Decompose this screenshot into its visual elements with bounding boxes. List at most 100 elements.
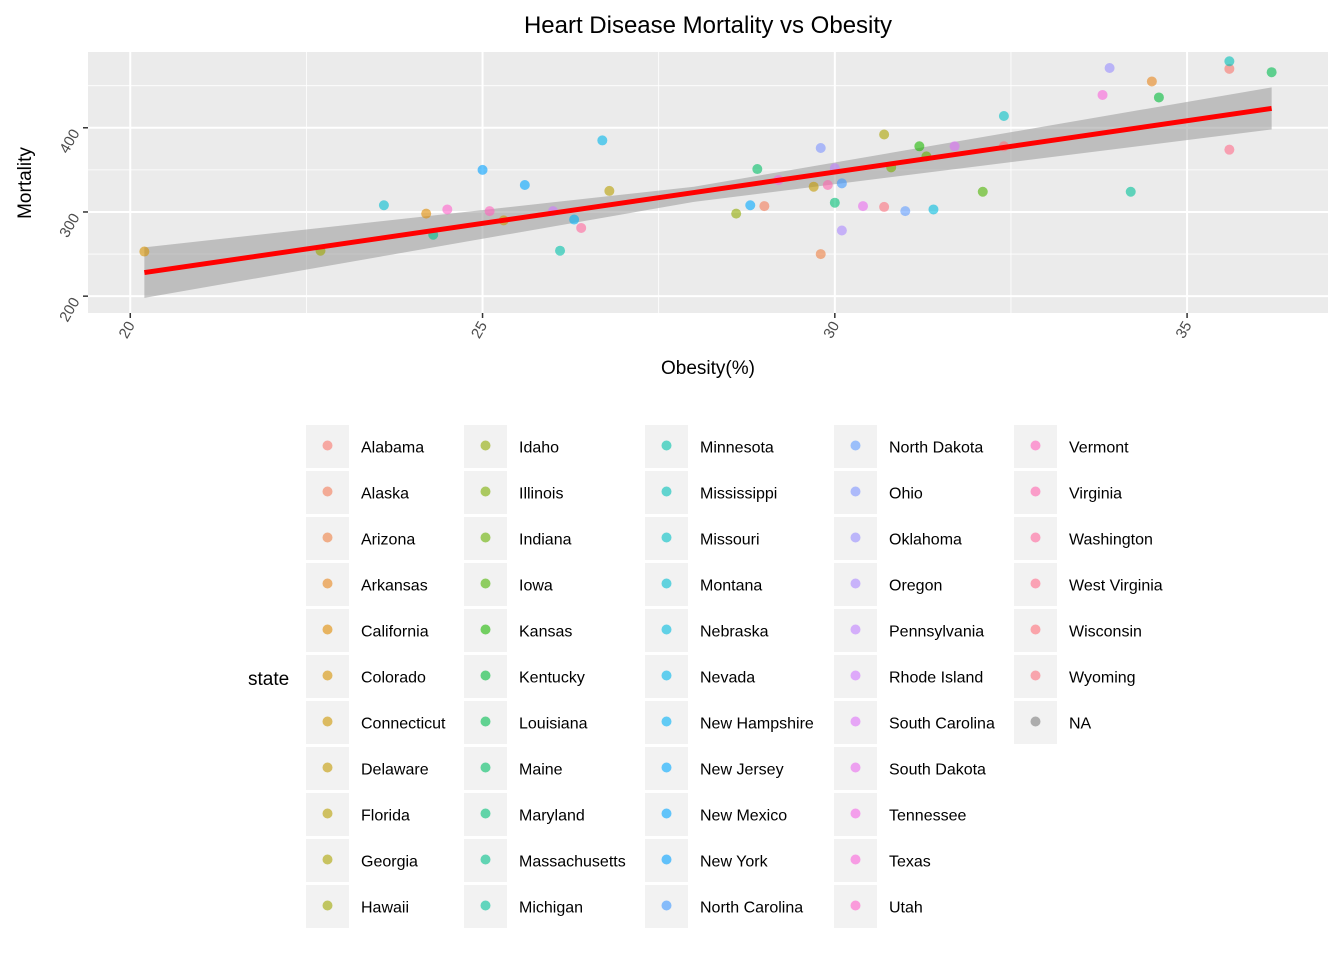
y-tick-label: 400 — [56, 126, 83, 156]
data-point: South Carolina — [950, 141, 960, 151]
legend-marker — [323, 671, 333, 681]
data-point: New Hampshire — [569, 215, 579, 225]
legend-marker — [1031, 671, 1041, 681]
legend-marker — [662, 717, 672, 727]
legend-marker — [481, 901, 491, 911]
data-point: Nebraska — [928, 204, 938, 214]
legend-label: Arizona — [361, 532, 415, 549]
data-point: Georgia — [879, 130, 889, 140]
legend-label: South Dakota — [889, 762, 986, 779]
data-point: Maryland — [830, 198, 840, 208]
legend-label: Michigan — [519, 900, 583, 917]
data-point: West Virginia — [1224, 145, 1234, 155]
legend-marker — [1031, 625, 1041, 635]
legend-label: California — [361, 624, 429, 641]
legend-label: Tennessee — [889, 808, 966, 825]
x-tick-label: 25 — [468, 319, 491, 342]
legend-label: New Mexico — [700, 808, 787, 825]
x-tick-label: 20 — [116, 319, 139, 342]
x-tick-label: 35 — [1172, 319, 1195, 342]
legend-marker — [481, 809, 491, 819]
data-point: Michigan — [1126, 187, 1136, 197]
legend-label: Iowa — [519, 578, 553, 595]
legend-label: New York — [700, 854, 769, 871]
data-point: Ohio — [816, 143, 826, 153]
y-tick-label: 200 — [56, 295, 83, 325]
legend-label: Hawaii — [361, 900, 409, 917]
legend-label: Washington — [1069, 532, 1153, 549]
data-point: Minnesota — [555, 246, 565, 256]
legend-label: Nevada — [700, 670, 755, 687]
data-point: Oklahoma — [1105, 63, 1115, 73]
legend: Alabama Alaska Arizona Arkansas California Co… — [306, 425, 1163, 928]
data-point: Mississippi — [1224, 56, 1234, 66]
legend-marker — [1031, 579, 1041, 589]
legend-marker — [662, 533, 672, 543]
legend-marker — [481, 717, 491, 727]
legend-label: Indiana — [519, 532, 572, 549]
legend-marker — [481, 533, 491, 543]
data-point: South Dakota — [858, 201, 868, 211]
legend-marker — [1031, 441, 1041, 451]
legend-marker — [851, 625, 861, 635]
data-point: Maine — [752, 164, 762, 174]
legend-label: Montana — [700, 578, 762, 595]
legend-marker — [662, 763, 672, 773]
data-point: New York — [478, 165, 488, 175]
data-point: Oregon — [837, 225, 847, 235]
legend-marker — [851, 671, 861, 681]
legend-marker — [1031, 487, 1041, 497]
legend-marker — [323, 579, 333, 589]
data-point: North Dakota — [900, 206, 910, 216]
legend-marker — [481, 487, 491, 497]
data-point: California — [421, 209, 431, 219]
legend-label: Mississippi — [700, 486, 777, 503]
legend-label: South Carolina — [889, 716, 995, 733]
legend-label: Connecticut — [361, 716, 446, 733]
chart-title: Heart Disease Mortality vs Obesity — [524, 12, 892, 39]
legend-label: Texas — [889, 854, 931, 871]
legend-marker — [662, 441, 672, 451]
legend-marker — [323, 441, 333, 451]
legend-label: New Hampshire — [700, 716, 814, 733]
legend-marker — [323, 809, 333, 819]
legend-label: Nebraska — [700, 624, 769, 641]
data-point: Colorado — [139, 247, 149, 257]
legend-label: Oklahoma — [889, 532, 962, 549]
legend-label: NA — [1069, 716, 1092, 733]
legend-label: West Virginia — [1069, 578, 1163, 595]
legend-marker — [662, 901, 672, 911]
legend-marker — [662, 809, 672, 819]
legend-label: Louisiana — [519, 716, 588, 733]
legend-label: Wyoming — [1069, 670, 1136, 687]
data-point: New Mexico — [520, 180, 530, 190]
legend-label: North Carolina — [700, 900, 803, 917]
legend-label: New Jersey — [700, 762, 784, 779]
legend-label: Minnesota — [700, 440, 774, 457]
legend-marker — [851, 855, 861, 865]
legend-label: Massachusetts — [519, 854, 626, 871]
data-point: Utah — [442, 204, 452, 214]
legend-marker — [323, 487, 333, 497]
legend-marker — [1031, 717, 1041, 727]
legend-label: Virginia — [1069, 486, 1122, 503]
legend-marker — [662, 579, 672, 589]
data-point: Kansas — [914, 141, 924, 151]
legend-label: Pennsylvania — [889, 624, 984, 641]
data-point: Montana — [379, 200, 389, 210]
legend-marker — [851, 441, 861, 451]
legend-label: Florida — [361, 808, 410, 825]
legend-label: Illinois — [519, 486, 563, 503]
data-point: North Carolina — [837, 178, 847, 188]
legend-marker — [851, 763, 861, 773]
legend-marker — [851, 579, 861, 589]
legend-label: Vermont — [1069, 440, 1129, 457]
legend-marker — [662, 625, 672, 635]
legend-label: Kentucky — [519, 670, 585, 687]
legend-marker — [851, 901, 861, 911]
legend-label: Arkansas — [361, 578, 428, 595]
legend-label: Maryland — [519, 808, 585, 825]
legend-marker — [851, 533, 861, 543]
legend-marker — [851, 809, 861, 819]
